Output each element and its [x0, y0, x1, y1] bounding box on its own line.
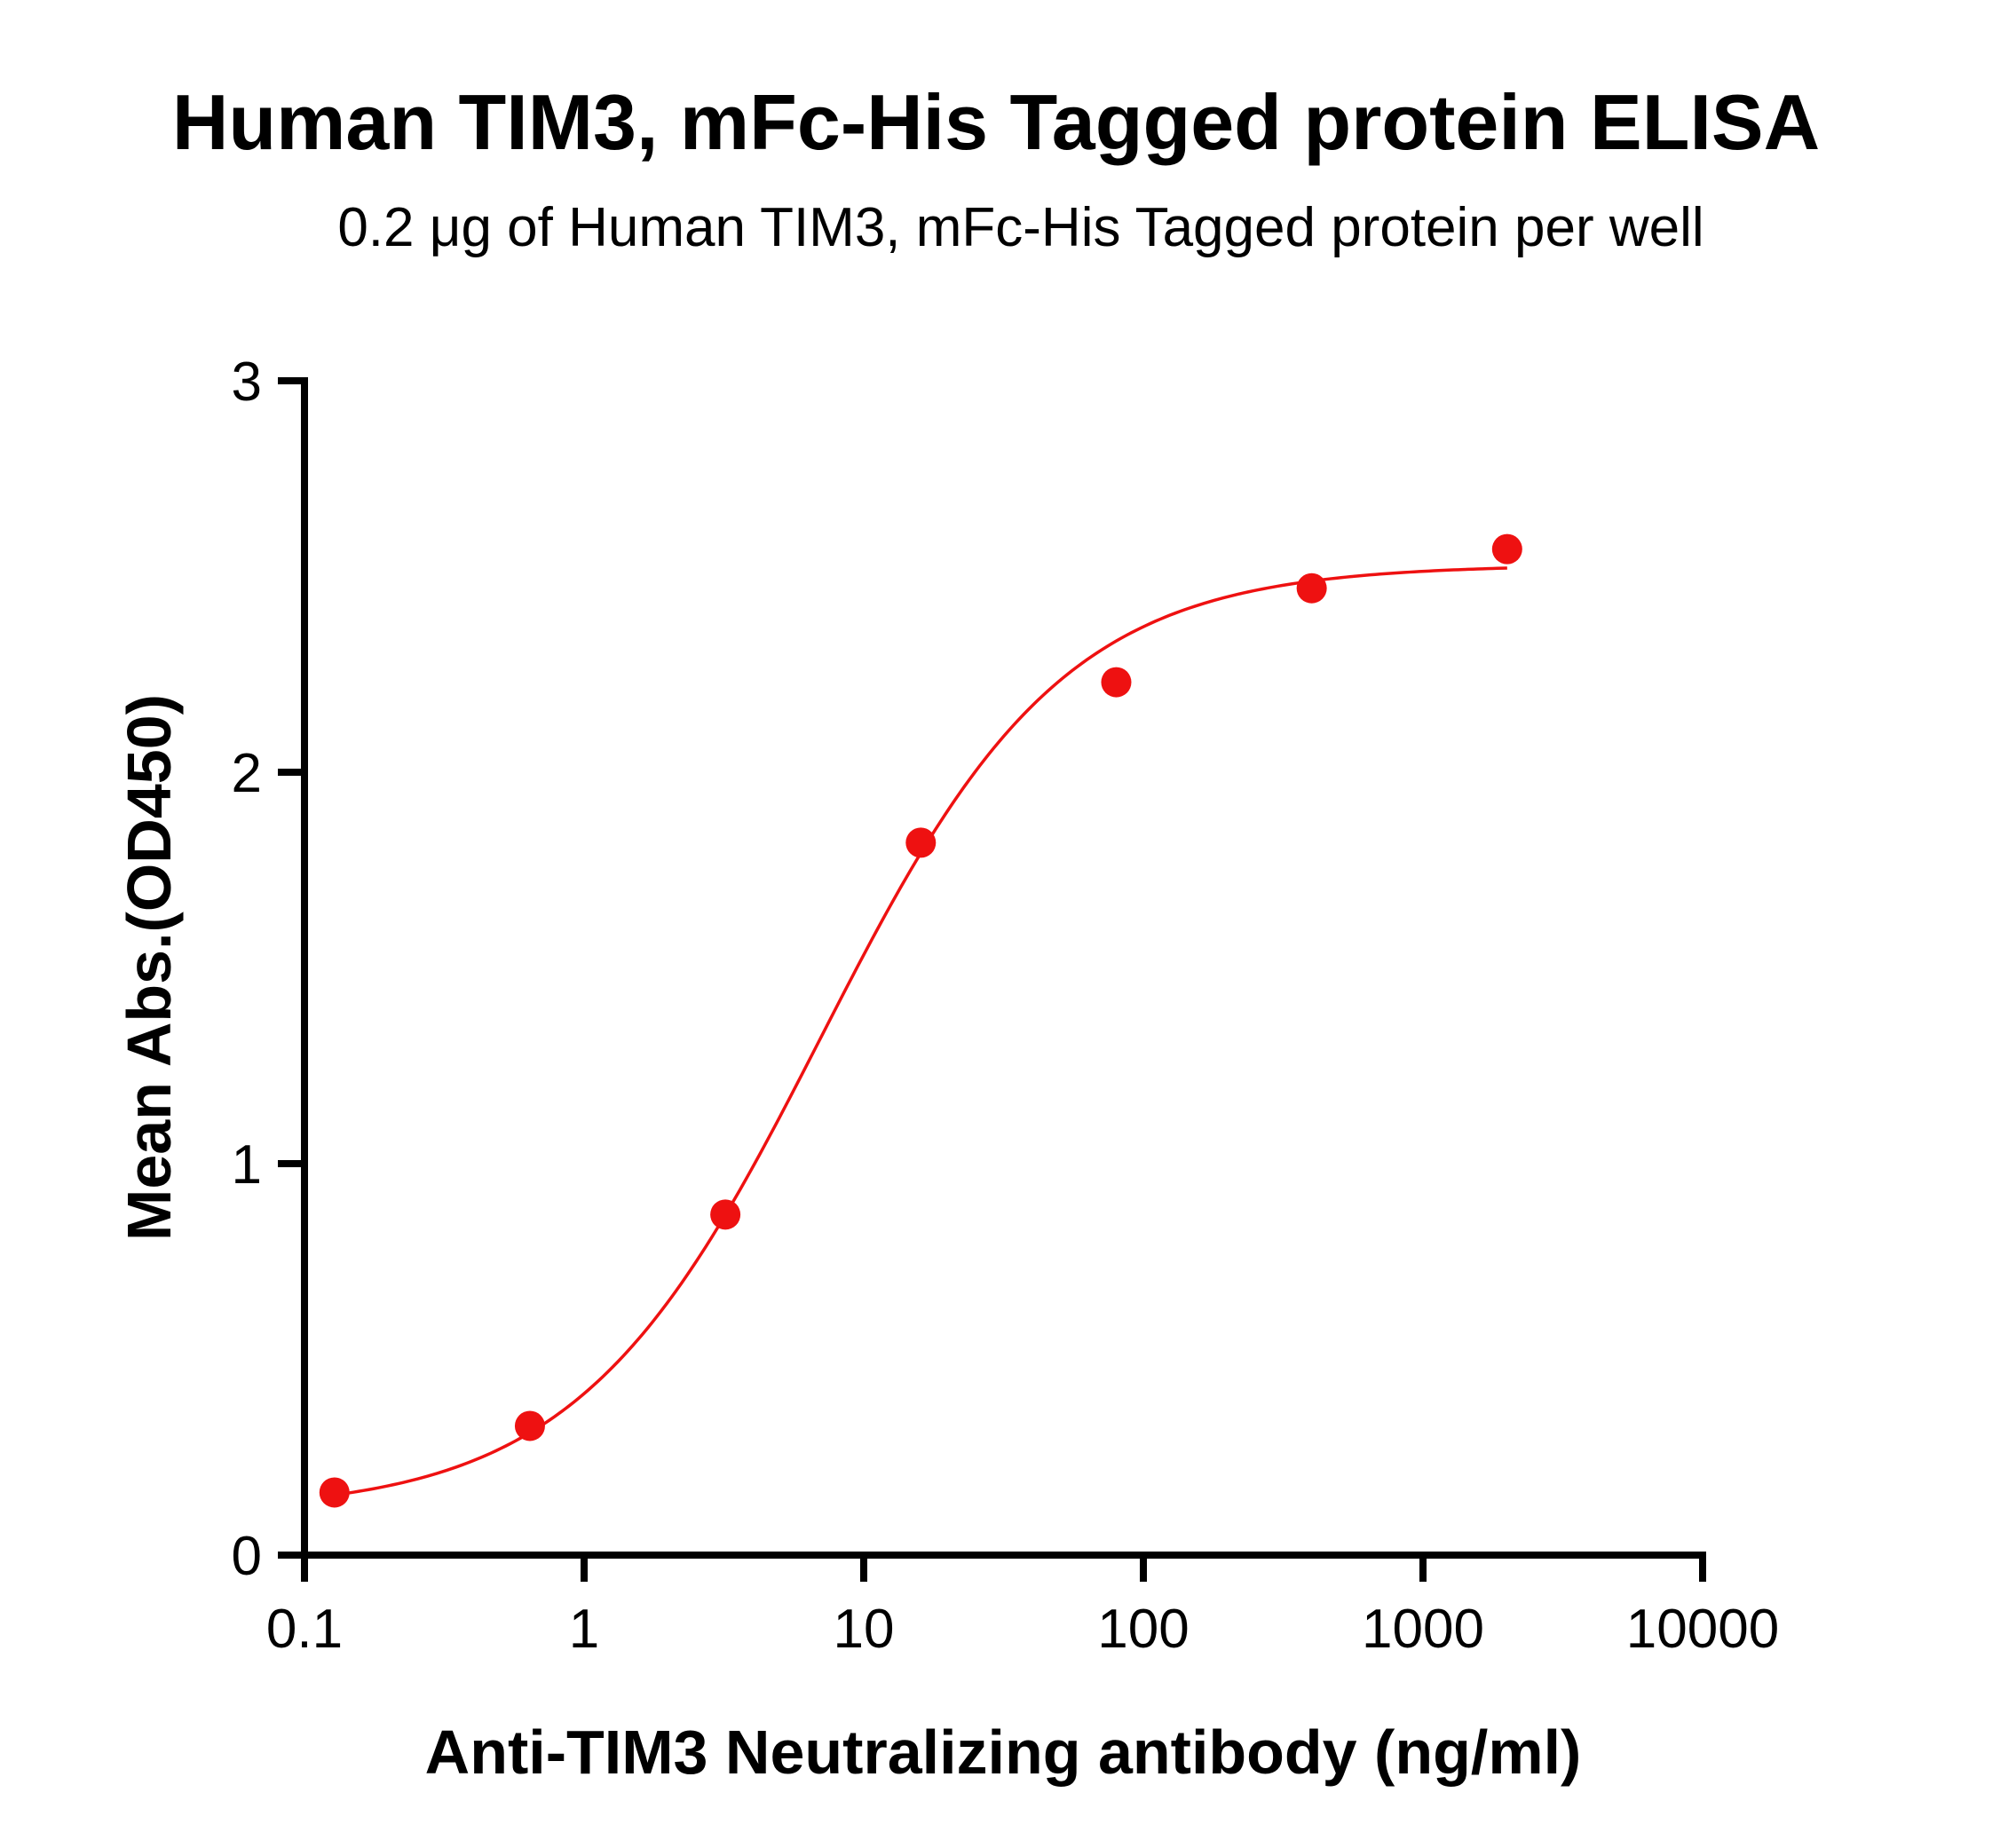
y-axis-title: Mean Abs.(OD450): [115, 694, 184, 1241]
x-tick-label: 0.1: [266, 1599, 343, 1660]
data-point: [905, 827, 937, 858]
x-tick-label: 10: [834, 1599, 895, 1660]
x-tick-label: 10000: [1626, 1599, 1779, 1660]
y-tick-label: 2: [232, 743, 262, 804]
data-points: [319, 533, 1522, 1508]
tick-labels: 0.1 1 10 100 1000 10000 0 1 2 3: [232, 351, 1780, 1660]
x-tick-label: 100: [1097, 1599, 1189, 1660]
fit-curve-layer: [334, 566, 1507, 1497]
chart-subtitle: 0.2 μg of Human TIM3, mFc-His Tagged pro…: [337, 197, 1703, 258]
x-tick-label: 1000: [1362, 1599, 1484, 1660]
data-point: [1296, 573, 1327, 604]
axis-ticks: [278, 377, 1706, 1582]
x-axis-title: Anti-TIM3 Neutralizing antibody (ng/ml): [425, 1718, 1582, 1787]
y-tick-label: 3: [232, 351, 262, 413]
y-tick-label: 1: [232, 1134, 262, 1196]
fit-curve: [334, 566, 1507, 1497]
data-point: [1101, 667, 1132, 698]
y-tick-label: 0: [232, 1526, 262, 1587]
data-point: [1491, 533, 1522, 565]
data-point: [514, 1410, 545, 1441]
data-point: [710, 1199, 741, 1230]
data-point: [319, 1477, 350, 1508]
x-tick-label: 1: [569, 1599, 599, 1660]
chart-title: Human TIM3, mFc-His Tagged protein ELISA: [172, 78, 1820, 166]
